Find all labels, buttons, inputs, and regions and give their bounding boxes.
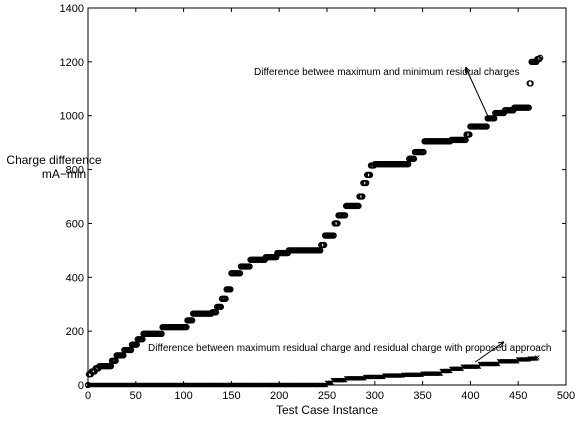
data-point-circle (236, 270, 244, 277)
data-point-circle (366, 171, 374, 179)
data-point-circle (189, 317, 196, 324)
x-tick-label: 450 (509, 390, 527, 402)
data-point-circle (355, 202, 362, 210)
data-point-x (532, 356, 537, 361)
data-point-x (417, 372, 423, 378)
data-point-circle (420, 148, 427, 156)
y-tick-label: 400 (66, 272, 84, 284)
x-tick-label: 400 (461, 390, 479, 402)
y-tick-label: 600 (66, 218, 84, 230)
y-tick-label: 0 (78, 380, 84, 392)
y-tick-label: 1200 (60, 57, 84, 69)
x-tick-label: 200 (270, 390, 288, 402)
y-tick-label: 200 (66, 326, 84, 338)
annotations: Difference betwee maximum and minimum re… (148, 66, 551, 363)
data-point-circle (536, 56, 543, 63)
x-tick-label: 50 (130, 390, 142, 402)
data-point-circle (330, 232, 337, 239)
y-tick-label: 1400 (60, 3, 84, 15)
data-point-circle (217, 303, 225, 311)
data-point-circle (359, 193, 366, 200)
annotation-label: Difference betwee maximum and minimum re… (254, 67, 519, 78)
series-residual-range-points (84, 54, 544, 389)
data-point-x (535, 355, 540, 360)
x-tick-label: 250 (318, 390, 336, 402)
annotation-label: Difference between maximum residual char… (148, 343, 551, 354)
data-point-circle (363, 179, 370, 187)
data-point-circle (334, 220, 341, 227)
y-axis-ticks: 0 200 400 600 800 1000 1200 1400 (60, 3, 566, 392)
annotation-arrowhead (497, 341, 505, 348)
data-point-circle (483, 123, 490, 130)
data-point-circle (158, 330, 165, 337)
x-tick-label: 350 (413, 390, 431, 402)
data-point-circle (227, 286, 234, 293)
y-axis-label-line2: mA−min (42, 167, 86, 181)
data-point-circle (342, 212, 349, 219)
x-axis-ticks: 0 50 100 150 200 250 300 350 400 450 500 (85, 8, 575, 402)
data-point-circle (246, 263, 253, 270)
plot-frame (87, 7, 567, 386)
x-axis-label: Test Case Instance (276, 403, 378, 417)
x-tick-label: 500 (557, 390, 575, 402)
data-point-circle (527, 80, 534, 87)
data-point-x (379, 374, 384, 380)
y-tick-label: 1000 (60, 111, 84, 123)
data-point-circle (320, 241, 328, 249)
data-point-x (360, 375, 365, 381)
series-proposed-approach-points (85, 355, 540, 388)
data-point-circle (537, 54, 544, 61)
data-point-x (340, 377, 346, 383)
annotation-arrowhead (464, 66, 471, 74)
data-point-circle (466, 131, 473, 138)
data-point-circle (222, 295, 229, 302)
x-tick-label: 0 (85, 390, 91, 402)
x-tick-label: 300 (366, 390, 384, 402)
data-point-x (513, 358, 518, 364)
annotation-arrow-line (465, 67, 490, 120)
data-point-circle (183, 323, 190, 331)
x-tick-label: 100 (174, 390, 192, 402)
data-point-x (457, 366, 463, 372)
x-tick-label: 150 (222, 390, 240, 402)
data-point-circle (410, 155, 418, 162)
y-axis-label-line1: Charge difference (6, 153, 102, 167)
y-tick-label: 800 (66, 165, 84, 177)
data-point-x (446, 368, 451, 374)
annotation-arrow-line (474, 341, 505, 363)
data-point-circle (525, 104, 532, 111)
